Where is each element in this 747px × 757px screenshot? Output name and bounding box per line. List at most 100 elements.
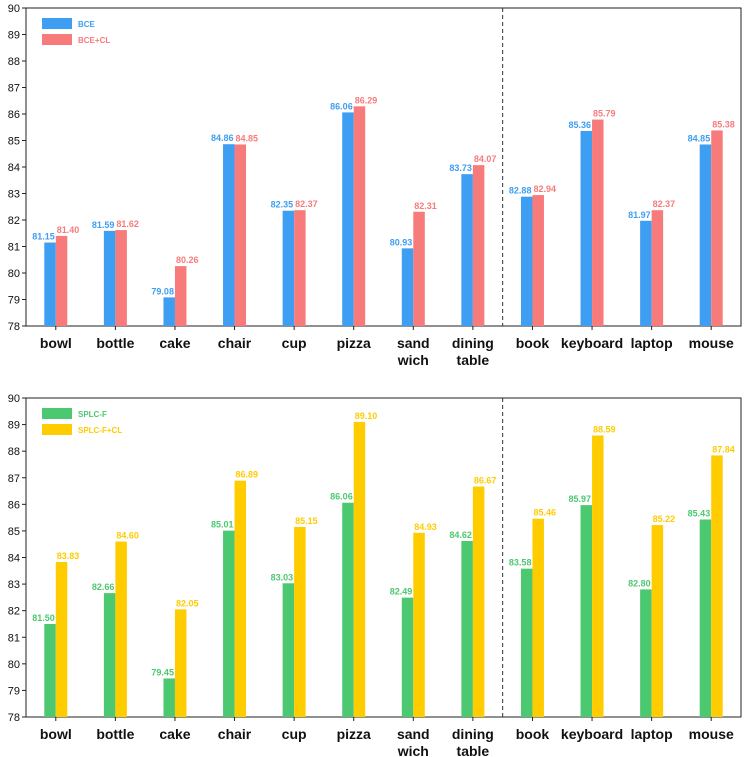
y-tick-label: 82 <box>8 606 20 618</box>
bar <box>223 144 235 326</box>
y-tick-label: 78 <box>8 712 20 724</box>
x-tick-label: bowl <box>40 335 72 351</box>
x-tick-label: table <box>457 352 490 368</box>
bar <box>401 597 414 717</box>
bar <box>103 593 116 717</box>
legend-label: BCE <box>78 20 96 29</box>
data-label: 86.67 <box>474 476 497 486</box>
bar <box>461 541 473 717</box>
bar <box>174 609 187 717</box>
bar <box>711 455 723 717</box>
x-tick-label: mouse <box>689 335 734 351</box>
y-tick-label: 87 <box>8 83 20 95</box>
data-label: 79.45 <box>151 667 174 677</box>
data-label: 81.15 <box>32 232 55 242</box>
data-label: 83.58 <box>509 558 532 568</box>
x-tick-label: wich <box>397 743 429 757</box>
legend-swatch <box>42 408 72 419</box>
data-label: 82.31 <box>414 201 437 211</box>
x-tick-label: cake <box>159 335 190 351</box>
data-label: 85.79 <box>593 109 616 119</box>
data-label: 89.10 <box>355 411 378 421</box>
data-label: 84.85 <box>688 133 711 143</box>
y-tick-label: 86 <box>8 499 20 511</box>
bar <box>234 144 247 326</box>
x-tick-label: bowl <box>40 726 72 742</box>
chart-bottom: 78 79 80 81 82 83 84 85 86 87 88 89 90 81.50 83.83 bowl… <box>8 393 742 757</box>
data-label: 85.22 <box>653 514 676 524</box>
bar <box>532 518 544 717</box>
plot-frame <box>25 397 742 718</box>
bar <box>353 106 366 326</box>
bar <box>342 502 354 717</box>
x-tick-label: cake <box>159 726 190 742</box>
data-label: 85.15 <box>295 516 318 526</box>
data-label: 85.38 <box>712 119 735 129</box>
x-tick-label: keyboard <box>561 335 623 351</box>
data-label: 82.37 <box>653 199 676 209</box>
x-tick-label: table <box>457 743 490 757</box>
x-tick-label: bottle <box>96 726 134 742</box>
data-label: 80.26 <box>176 255 199 265</box>
legend-swatch <box>42 424 72 435</box>
legend-label: BCE+CL <box>78 36 110 45</box>
data-label: 81.97 <box>628 210 651 220</box>
data-label: 81.59 <box>92 220 115 230</box>
y-tick-label: 85 <box>8 526 20 538</box>
data-label: 85.97 <box>569 494 592 504</box>
bar <box>699 144 712 326</box>
y-tick-label: 81 <box>8 242 20 254</box>
data-label: 87.84 <box>712 444 735 454</box>
bar <box>282 583 295 717</box>
bar <box>223 530 235 717</box>
y-tick-label: 79 <box>8 685 20 697</box>
bar <box>640 589 652 717</box>
data-label: 82.88 <box>509 186 532 196</box>
bar <box>234 480 247 717</box>
x-tick-label: cup <box>282 335 307 351</box>
data-label: 86.06 <box>330 101 353 111</box>
x-tick-label: bottle <box>96 335 134 351</box>
bar <box>532 195 544 326</box>
bar <box>520 196 533 326</box>
data-label: 84.85 <box>236 133 259 143</box>
y-tick-label: 89 <box>8 30 20 42</box>
x-tick-label: sand <box>397 726 430 742</box>
y-tick-label: 80 <box>8 659 20 671</box>
x-tick-label: dining <box>452 726 494 742</box>
legend-swatch <box>42 18 72 29</box>
y-tick-label: 83 <box>8 579 20 591</box>
data-label: 86.29 <box>355 95 378 105</box>
bar <box>294 526 306 717</box>
y-tick-label: 80 <box>8 268 20 280</box>
data-label: 84.86 <box>211 133 234 143</box>
bar <box>580 505 593 717</box>
bar <box>163 297 175 326</box>
data-label: 83.73 <box>449 163 472 173</box>
data-label: 85.01 <box>211 520 234 530</box>
data-label: 82.66 <box>92 582 115 592</box>
bar <box>44 623 56 717</box>
data-label: 79.08 <box>151 286 174 296</box>
data-label: 85.36 <box>569 120 592 130</box>
y-tick-label: 79 <box>8 295 20 307</box>
x-tick-label: mouse <box>689 726 734 742</box>
plot-frame <box>25 7 742 327</box>
y-tick-label: 87 <box>8 473 20 485</box>
x-tick-label: book <box>516 726 550 742</box>
bar <box>520 568 533 717</box>
x-tick-label: chair <box>218 726 252 742</box>
y-tick-label: 90 <box>8 393 20 405</box>
x-tick-label: dining <box>452 335 494 351</box>
x-tick-label: sand <box>397 335 430 351</box>
bar <box>592 119 604 326</box>
x-tick-label: laptop <box>631 335 673 351</box>
y-tick-label: 86 <box>8 109 20 121</box>
bar <box>55 235 68 326</box>
x-tick-label: laptop <box>631 726 673 742</box>
bar <box>413 532 425 717</box>
bar <box>294 210 306 326</box>
y-tick-label: 88 <box>8 56 20 68</box>
